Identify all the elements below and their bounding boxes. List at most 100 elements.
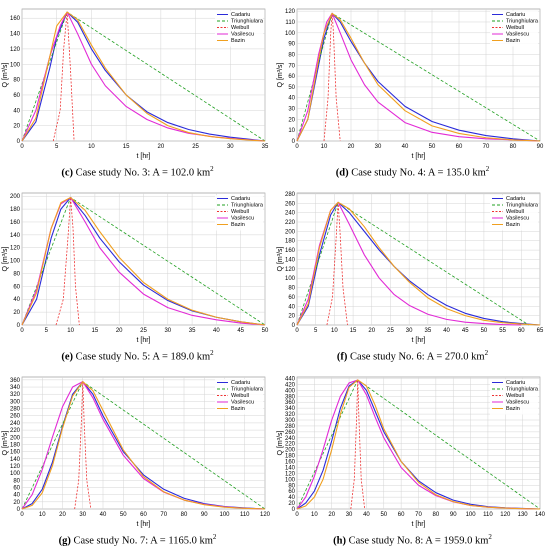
y-tick-label: 120 (10, 246, 21, 252)
y-axis-label: Q [m³/s] (277, 247, 284, 272)
x-tick-label: 80 (510, 144, 517, 150)
series-line-bazin (21, 381, 266, 510)
y-tick-label: 90 (288, 42, 295, 48)
x-axis-label: t [hr] (411, 521, 425, 528)
series-line-bazin (296, 12, 541, 142)
x-tick-label: 120 (260, 512, 271, 518)
y-tick-label: 110 (285, 20, 295, 26)
y-tick-label: 320 (285, 412, 296, 418)
y-tick-label: 0 (17, 507, 21, 513)
x-tick-label: 60 (398, 512, 405, 518)
caption-text: Case study No. 7: A = 1165.0 km (70, 535, 213, 547)
chart-panel: 0 5 10 15 20 25 30 35 0 20 40 60 80 100 120 140 160 t [hr… (0, 0, 275, 184)
legend-entry: Bazin (231, 406, 245, 412)
chart-caption: (c) Case study No. 3: A = 102.0 km2 (0, 165, 275, 179)
y-tick-label: 260 (10, 414, 21, 420)
caption-letter: (d) (335, 167, 349, 179)
legend-entry: Cadariu (231, 196, 250, 202)
y-tick-label: 280 (285, 192, 296, 198)
legend-entry: Weibull (231, 209, 249, 215)
chart-svg: 0 5 10 15 20 25 30 35 0 20 40 60 80 100 120 140 160 t [hr… (2, 8, 269, 160)
y-tick-label: 60 (13, 93, 20, 99)
x-tick-label: 0 (20, 512, 24, 518)
y-tick-label: 200 (10, 194, 21, 200)
x-tick-label: 30 (346, 512, 353, 518)
y-tick-label: 160 (285, 248, 296, 254)
chart-panel: 0 10 20 30 40 50 60 70 80 90 100 110 120 0 20 40 60 80 100… (0, 368, 275, 552)
x-tick-label: 30 (227, 144, 234, 150)
x-tick-label: 40 (363, 512, 370, 518)
y-tick-label: 240 (10, 421, 21, 427)
legend-entry: Cadariu (506, 380, 525, 386)
x-tick-label: 0 (20, 328, 24, 334)
x-tick-label: 15 (123, 144, 130, 150)
x-tick-label: 30 (406, 328, 413, 334)
y-tick-label: 360 (10, 378, 21, 384)
legend-entry: Cadariu (506, 12, 525, 18)
caption-text: Case study No. 8: A = 1959.0 km (345, 535, 489, 547)
y-tick-label: 0 (292, 323, 296, 329)
series-line-cadariu (296, 379, 541, 510)
y-tick-label: 400 (285, 388, 296, 394)
x-tick-label: 25 (140, 328, 147, 334)
x-tick-label: 80 (433, 512, 440, 518)
x-tick-label: 0 (295, 328, 299, 334)
legend-entry: Bazin (506, 38, 520, 44)
x-tick-label: 50 (380, 512, 387, 518)
legend-entry: Weibull (506, 393, 524, 399)
y-tick-label: 100 (10, 62, 21, 68)
y-tick-label: 180 (285, 454, 296, 460)
legend-entry: Weibull (506, 25, 524, 31)
x-tick-label: 10 (39, 512, 46, 518)
x-tick-label: 10 (321, 144, 328, 150)
series-line-bazin (21, 11, 266, 142)
y-tick-label: 80 (288, 286, 295, 292)
legend-entry: Vasilescu (506, 32, 529, 38)
x-tick-label: 65 (537, 328, 544, 334)
x-tick-label: 140 (535, 512, 546, 518)
x-tick-label: 25 (387, 328, 394, 334)
chart-svg: 0 5 10 15 20 25 30 35 40 45 50 55 60 65 0 20 40 60 80 100 12… (277, 192, 544, 344)
y-tick-label: 120 (285, 9, 296, 15)
y-tick-label: 60 (288, 489, 295, 495)
legend: CadariuTriunghiularaWeibullVasilescuBazi… (490, 195, 539, 231)
chart-caption: (h) Case study No. 8: A = 1959.0 km2 (275, 533, 550, 547)
caption-superscript: 2 (210, 349, 214, 357)
x-axis-label: t [hr] (411, 337, 425, 344)
legend-entry: Weibull (506, 209, 524, 215)
caption-letter: (e) (61, 351, 73, 363)
chart-panel: 0 5 10 15 20 25 30 35 40 45 50 0 20 40 60 80 100 120 140 16… (0, 184, 275, 368)
y-tick-label: 420 (285, 382, 296, 388)
y-tick-label: 40 (288, 495, 295, 501)
series-line-weibull (55, 197, 80, 326)
chart-caption: (g) Case study No. 7: A = 1165.0 km2 (0, 533, 275, 547)
y-tick-label: 140 (285, 465, 296, 471)
x-tick-label: 40 (213, 328, 220, 334)
x-tick-label: 70 (483, 144, 490, 150)
x-tick-label: 90 (537, 144, 544, 150)
y-tick-label: 260 (285, 201, 296, 207)
x-axis-label: t [hr] (136, 521, 150, 528)
y-tick-label: 140 (10, 233, 21, 239)
y-tick-label: 60 (13, 485, 20, 491)
x-tick-label: 50 (262, 328, 269, 334)
x-tick-label: 55 (499, 328, 506, 334)
legend-entry: Triunghiulara (231, 203, 264, 209)
caption-text: Case study No. 3: A = 102.0 km (72, 167, 211, 179)
y-tick-label: 120 (285, 471, 296, 477)
legend: CadariuTriunghiularaWeibullVasilescuBazi… (215, 195, 264, 231)
x-tick-label: 45 (462, 328, 469, 334)
caption-letter: (h) (333, 535, 346, 547)
legend-entry: Bazin (506, 406, 520, 412)
y-tick-label: 200 (285, 229, 296, 235)
caption-letter: (c) (61, 167, 73, 179)
y-tick-label: 10 (288, 128, 295, 134)
series-line-weibull (52, 11, 75, 142)
y-tick-label: 280 (285, 424, 296, 430)
y-tick-label: 100 (10, 259, 21, 265)
y-tick-label: 20 (288, 314, 295, 320)
y-tick-label: 20 (288, 117, 295, 123)
y-tick-label: 160 (10, 16, 21, 22)
x-tick-label: 80 (181, 512, 188, 518)
x-tick-label: 70 (415, 512, 422, 518)
